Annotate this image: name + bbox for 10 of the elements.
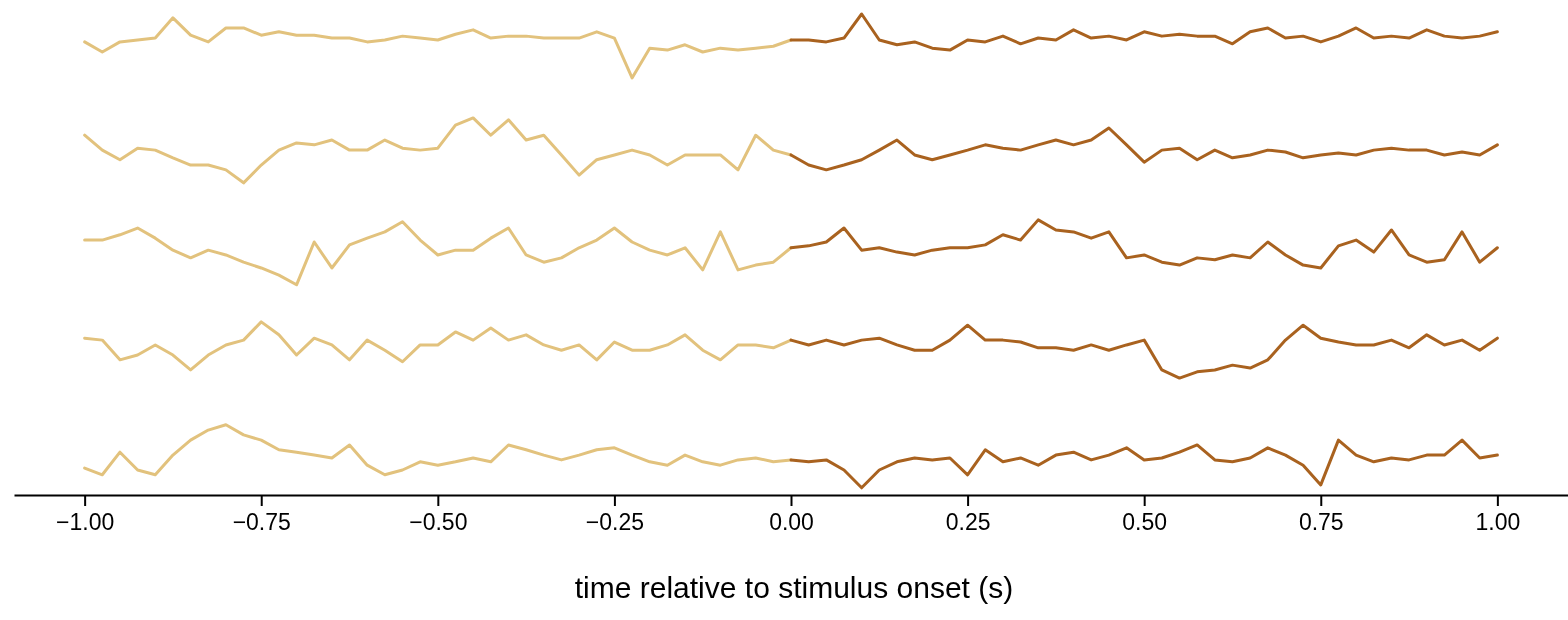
x-tick-label: 0.00	[769, 509, 814, 536]
x-tick-label: 0.75	[1298, 509, 1344, 536]
x-tick-label: 0.25	[945, 509, 991, 536]
x-tick-label: 0.50	[1122, 509, 1168, 536]
x-tick-label: −0.50	[409, 509, 468, 536]
x-axis-title: time relative to stimulus onset (s)	[574, 571, 1014, 604]
x-tick-label: 1.00	[1475, 509, 1521, 536]
x-tick-label: −1.00	[56, 509, 115, 536]
x-tick-label: −0.25	[585, 509, 645, 536]
x-tick-label: −0.75	[232, 509, 291, 536]
